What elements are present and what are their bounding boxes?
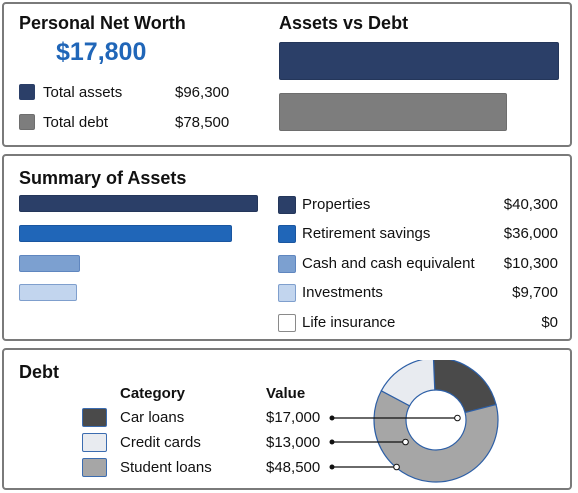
- debt-panel: Debt Category Value Car loans $17,000 Cr…: [2, 348, 572, 490]
- debt-swatch-car-loans: [82, 408, 107, 427]
- assets-vs-debt-bar-debt: [279, 93, 508, 131]
- asset-label-investments: Investments: [302, 284, 383, 301]
- asset-bar-cash: [19, 255, 81, 272]
- debt-value-car-loans: $17,000: [266, 409, 321, 426]
- asset-label-life-insurance: Life insurance: [302, 314, 396, 331]
- debt-value-credit-cards: $13,000: [266, 434, 321, 451]
- debt-leader-dot-student-loans: [329, 464, 335, 470]
- asset-label-properties: Properties: [302, 196, 371, 213]
- asset-swatch-retirement-savings: [278, 225, 296, 243]
- debt-label-student-loans: Student loans: [120, 459, 212, 476]
- asset-swatch-investments: [278, 284, 296, 302]
- debt-category-header: Category: [120, 385, 186, 402]
- asset-value-cash: $10,300: [503, 255, 558, 272]
- net-worth-panel: Personal Net Worth $17,800 Total assets …: [2, 2, 572, 147]
- total-assets-value: $96,300: [175, 84, 230, 101]
- assets-panel: Summary of Assets Properties $40,300 Ret…: [2, 154, 572, 341]
- total-debt-label: Total debt: [43, 114, 109, 131]
- asset-bar-properties: [19, 195, 258, 212]
- asset-value-retirement-savings: $36,000: [503, 225, 558, 242]
- assets-vs-debt-bar-assets: [279, 42, 559, 80]
- total-assets-swatch: [19, 84, 35, 100]
- asset-swatch-cash: [278, 255, 296, 273]
- debt-label-car-loans: Car loans: [120, 409, 185, 426]
- asset-label-cash: Cash and cash equivalent: [302, 255, 475, 272]
- asset-swatch-life-insurance: [278, 314, 296, 332]
- debt-leader-end-student-loans: [393, 463, 400, 471]
- debt-value-header: Value: [266, 385, 306, 402]
- asset-bar-retirement-savings: [19, 225, 233, 242]
- asset-value-investments: $9,700: [512, 284, 558, 301]
- total-debt-swatch: [19, 114, 35, 130]
- asset-bar-investments: [19, 284, 77, 301]
- net-worth-value: $17,800: [56, 38, 147, 66]
- asset-value-life-insurance: $0: [541, 314, 558, 331]
- debt-label-credit-cards: Credit cards: [120, 434, 201, 451]
- debt-leader-end-credit-cards: [402, 438, 409, 446]
- debt-donut-slice-car-loans: [432, 360, 497, 414]
- debt-title: Debt: [19, 362, 59, 382]
- debt-leader-dot-car-loans: [329, 415, 335, 421]
- debt-swatch-student-loans: [82, 458, 107, 477]
- net-worth-title: Personal Net Worth: [19, 13, 186, 33]
- debt-donut-slice-student-loans: [373, 390, 499, 483]
- assets-title: Summary of Assets: [19, 168, 187, 188]
- asset-label-retirement-savings: Retirement savings: [302, 225, 431, 242]
- total-debt-value: $78,500: [175, 114, 230, 131]
- assets-vs-debt-title: Assets vs Debt: [279, 13, 409, 33]
- asset-swatch-properties: [278, 196, 296, 214]
- debt-leader-end-car-loans: [454, 414, 461, 422]
- total-assets-label: Total assets: [43, 84, 123, 101]
- debt-donut-chart: [329, 360, 499, 483]
- debt-swatch-credit-cards: [82, 433, 107, 452]
- asset-value-properties: $40,300: [503, 196, 558, 213]
- debt-value-student-loans: $48,500: [266, 459, 321, 476]
- debt-leader-dot-credit-cards: [329, 439, 335, 445]
